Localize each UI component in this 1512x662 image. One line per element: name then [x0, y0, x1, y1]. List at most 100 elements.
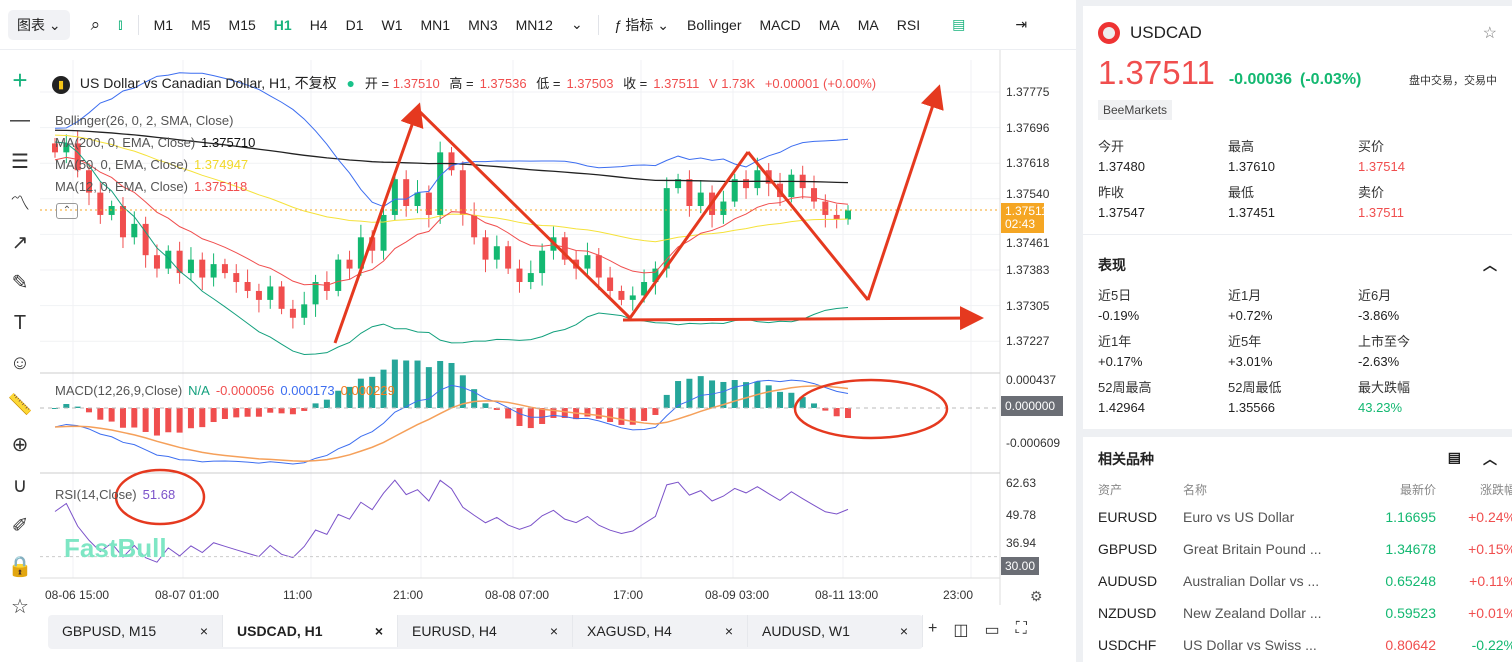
indicator-bollinger[interactable]: Bollinger	[687, 16, 742, 33]
related-row[interactable]: AUDUSD Australian Dollar vs ... 0.65248 +0.…	[1083, 565, 1512, 597]
timeframe-m15[interactable]: M15	[228, 16, 256, 33]
chart-tab[interactable]: GBPUSD, M15 ×	[48, 615, 223, 647]
stat-value: +0.17%	[1098, 354, 1143, 369]
chart-tab[interactable]: USDCAD, H1 ×	[223, 615, 398, 647]
candlestick-icon[interactable]: ⫾	[118, 16, 123, 32]
favorite-star-icon[interactable]: ☆	[1482, 25, 1497, 42]
chart-tab[interactable]: EURUSD, H4 ×	[398, 615, 573, 647]
legend-title: US Dollar vs Canadian Dollar, H1, 不复权	[79, 75, 337, 91]
tab-label: USDCAD, H1	[237, 623, 323, 639]
emoji-icon[interactable]: ☺	[9, 352, 31, 375]
price-axis-label: 1.37696	[1006, 120, 1050, 135]
indicator-rsi[interactable]: RSI	[896, 16, 921, 33]
magnet-icon[interactable]: ∪	[12, 474, 28, 497]
asset-name: Australian Dollar vs ...	[1183, 573, 1320, 589]
candle-body	[221, 264, 228, 274]
stat-label: 近5年	[1228, 334, 1262, 349]
annotation-arrow[interactable]	[622, 306, 984, 331]
stat-item: 卖价 1.37511	[1358, 182, 1488, 220]
related-row[interactable]: GBPUSD Great Britain Pound ... 1.34678 +0.1…	[1083, 533, 1512, 565]
ruler-icon[interactable]: 📏	[7, 393, 33, 416]
timeframe-mn3[interactable]: MN3	[468, 16, 498, 33]
macd-histogram-bar	[697, 376, 704, 408]
price-chart[interactable]	[0, 50, 1076, 610]
stat-value: 1.35566	[1228, 400, 1275, 415]
candle-body	[471, 214, 478, 238]
pattern-icon[interactable]: 〽	[10, 193, 30, 216]
bollinger-legend[interactable]: Bollinger(26, 0, 2, SMA, Close)	[55, 113, 239, 128]
stat-item: 昨收 1.37547	[1098, 182, 1228, 220]
more-timeframes-chevron-icon[interactable]: ⌄	[570, 16, 583, 32]
timeframe-m5[interactable]: M5	[191, 16, 211, 33]
ma50-legend[interactable]: MA(50, 0, EMA, Close) 1.374947	[55, 157, 254, 172]
layout-icon[interactable]: ▤	[952, 16, 966, 32]
single-layout-icon[interactable]: ▭	[984, 622, 1000, 639]
macd-histogram-bar	[425, 367, 432, 408]
timeframe-mn12[interactable]: MN12	[515, 16, 553, 33]
fib-icon[interactable]: ☰	[11, 150, 29, 173]
timeframe-w1[interactable]: W1	[381, 16, 403, 33]
indicator-ma[interactable]: MA	[857, 16, 879, 33]
timeframe-m1[interactable]: M1	[153, 16, 174, 33]
indicator-macd[interactable]: MACD	[759, 16, 801, 33]
macd-histogram-bar	[142, 408, 149, 432]
related-row[interactable]: NZDUSD New Zealand Dollar ... 0.59523 +0.01…	[1083, 597, 1512, 629]
candle-body	[822, 201, 829, 215]
close-tab-icon[interactable]: ×	[374, 623, 383, 639]
annotation-circle[interactable]	[114, 468, 206, 526]
collapse-legend-button[interactable]: ⌃	[56, 203, 78, 219]
annotation-arrow[interactable]	[866, 84, 944, 301]
close-tab-icon[interactable]: ×	[899, 623, 908, 639]
asset-name: Euro vs US Dollar	[1183, 509, 1295, 525]
split-layout-icon[interactable]: ◫	[953, 622, 969, 639]
trend-icon[interactable]: ↗	[11, 231, 29, 254]
timeframe-d1[interactable]: D1	[345, 16, 364, 33]
horizontal-line-icon[interactable]: —	[10, 109, 30, 132]
indicators-button[interactable]: ƒ 指标 ⌄	[613, 16, 670, 33]
collapse-chevron-icon[interactable]: ︿	[1483, 257, 1497, 273]
annotation-arrow[interactable]	[416, 108, 632, 320]
list-icon[interactable]: ▤	[1447, 449, 1461, 465]
expand-icon[interactable]: ⛶	[1015, 620, 1027, 637]
related-row[interactable]: EURUSD Euro vs US Dollar 1.16695 +0.24%	[1083, 501, 1512, 533]
annotation-arrow[interactable]	[333, 102, 424, 344]
macd-histogram-bar	[244, 408, 251, 417]
candle-body	[289, 308, 296, 318]
close-tab-icon[interactable]: ×	[199, 623, 208, 639]
asset-name: Great Britain Pound ...	[1183, 541, 1322, 557]
rsi-legend[interactable]: RSI(14,Close) 51.68	[55, 487, 181, 502]
related-row[interactable]: USDCHF US Dollar vs Swiss ... 0.80642 -0.22…	[1083, 629, 1512, 661]
bar-countdown: 02:43	[1005, 217, 1036, 231]
fullscreen-exit-icon[interactable]: ⇥	[1015, 16, 1028, 32]
search-icon[interactable]: ⌕	[90, 14, 101, 34]
timeframe-h1[interactable]: H1	[273, 16, 292, 33]
timeframe-h4[interactable]: H4	[309, 16, 328, 33]
lock-icon[interactable]: 🔒	[7, 555, 33, 578]
candle-body	[199, 259, 206, 278]
annotation-arrow[interactable]	[746, 151, 870, 301]
annotation-circle[interactable]	[793, 378, 949, 440]
add-tab-icon[interactable]: +	[928, 620, 938, 637]
asset-price: 1.34678	[1385, 541, 1436, 557]
collapse-chevron-icon[interactable]: ︿	[1483, 451, 1497, 467]
chart-settings-gear-icon[interactable]: ⚙	[1030, 588, 1043, 604]
zoom-in-icon[interactable]: ⊕	[11, 434, 29, 457]
chart-type-select[interactable]: 图表 ⌄	[8, 9, 70, 40]
ma12-legend[interactable]: MA(12, 0, EMA, Close) 1.375118	[55, 179, 253, 194]
chart-tab[interactable]: XAGUSD, H4 ×	[573, 615, 748, 647]
chart-tab[interactable]: AUDUSD, W1 ×	[748, 615, 923, 647]
rsi-label: RSI(14,Close)	[55, 487, 137, 502]
ma200-legend[interactable]: MA(200, 0, EMA, Close) 1.375710	[55, 135, 261, 150]
macd-legend[interactable]: MACD(12,26,9,Close) N/A -0.000056 0.000173 0…	[55, 383, 401, 398]
text-icon[interactable]: T	[13, 311, 27, 334]
brush-icon[interactable]: ✎	[11, 272, 29, 295]
macd-histogram-bar	[119, 408, 126, 428]
favorite-star-icon[interactable]: ☆	[11, 596, 29, 619]
indicator-ma[interactable]: MA	[818, 16, 840, 33]
lock-draw-icon[interactable]: ✐	[11, 515, 29, 538]
crosshair-icon[interactable]: +	[12, 64, 28, 95]
timeframe-mn1[interactable]: MN1	[420, 16, 451, 33]
close-tab-icon[interactable]: ×	[549, 623, 558, 639]
close-tab-icon[interactable]: ×	[724, 623, 733, 639]
annotation-arrow[interactable]	[628, 151, 750, 319]
